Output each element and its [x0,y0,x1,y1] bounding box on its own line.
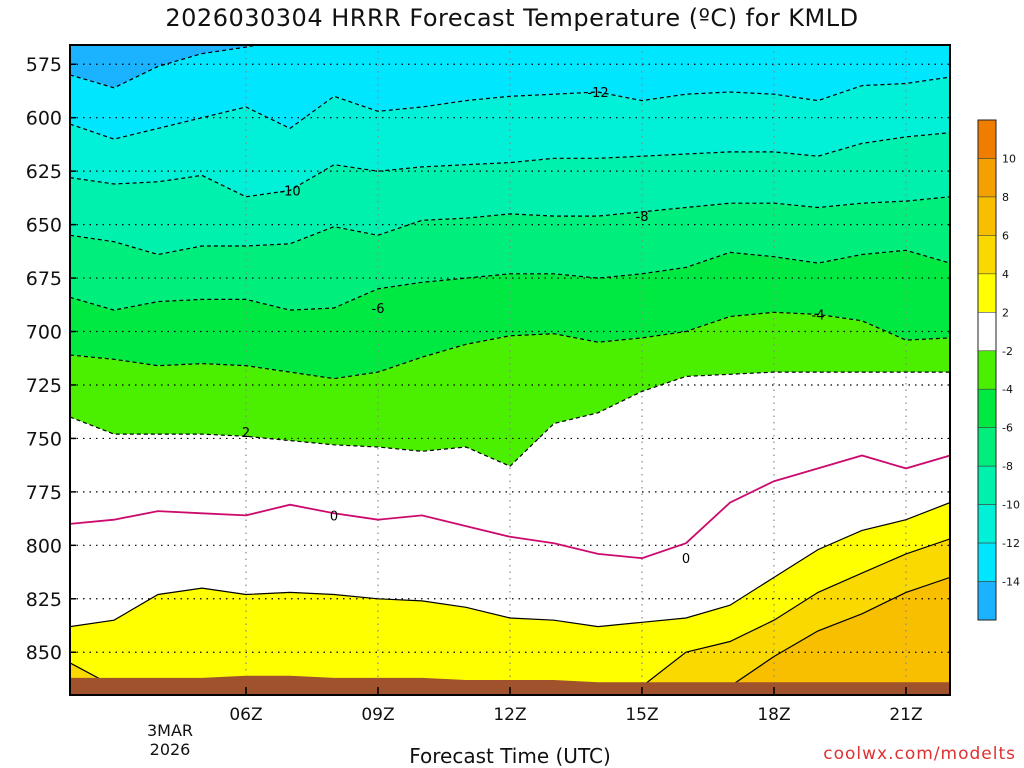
contour-line [70,576,950,695]
colorbar-swatch [977,158,997,198]
colorbar-swatch [977,119,997,159]
contour-label: -4 [812,308,825,323]
y-tick-label: 775 [26,482,62,504]
colorbar-label: -14 [1002,576,1020,589]
contour-label: 0 [682,552,690,567]
colorbar-label: -10 [1002,499,1020,512]
colorbar-swatch [977,350,997,390]
contour-label: 0 [330,509,338,524]
contour-line [70,45,950,89]
band-4-6 [70,538,950,695]
contour-label: 2 [242,426,250,441]
colorbar-label: 8 [1002,191,1009,204]
colorbar-swatch [977,427,997,467]
colorbar-swatch [977,465,997,505]
contour-line [70,371,950,467]
colorbar-swatch [977,312,997,352]
colorbar-swatch [977,273,997,313]
contour-label: -8 [636,210,649,225]
contour-line [70,132,950,198]
contour-line [70,196,950,256]
y-tick-label: 800 [26,535,62,557]
colorbar-label: -6 [1002,422,1013,435]
x-tick-label: 18Z [757,705,790,725]
colorbar-label: -8 [1002,460,1013,473]
band-minus4-minus2 [70,312,950,467]
band-minus2-plus2 [70,372,950,627]
colorbar-swatch [977,581,997,621]
colorbar-swatch [977,542,997,582]
colorbar-swatch [977,196,997,236]
colorbar-frame [977,119,997,621]
contour-line [70,76,950,140]
band-below-minus14 [70,45,950,88]
contour-line [70,311,950,380]
credit-link[interactable]: coolwx.com/modelts [823,744,1016,764]
band-minus10-minus8 [70,132,950,255]
ground-surface [70,675,950,695]
date-year: 2026 [149,740,191,759]
band-minus6-minus4 [70,250,950,379]
colorbar-label: -4 [1002,383,1013,396]
y-tick-label: 675 [26,268,62,290]
x-tick-label: 06Z [229,705,262,725]
x-tick-label: 12Z [493,705,526,725]
y-tick-label: 650 [26,215,62,237]
colorbar-swatch [977,235,997,275]
colorbar-label: 4 [1002,268,1009,281]
y-tick-label: 700 [26,322,62,344]
y-tick-label: 625 [26,161,62,183]
colorbar-label: 10 [1002,152,1016,165]
x-axis-label: Forecast Time (UTC) [409,744,611,768]
band-minus14-minus12 [70,45,950,140]
colorbar-swatch [977,388,997,428]
colorbar-label: -2 [1002,345,1013,358]
x-tick-label: 09Z [361,705,394,725]
contour-label: -10 [279,184,300,199]
y-tick-label: 725 [26,375,62,397]
colorbar-label: -12 [1002,537,1020,550]
contour-line [70,502,950,628]
y-tick-label: 575 [26,54,62,76]
contour-label: -12 [587,86,608,101]
x-tick-label: 21Z [889,705,922,725]
x-tick-label: 15Z [625,705,658,725]
chart-title: 2026030304 HRRR Forecast Temperature (ºC… [165,4,859,32]
contour-label: -6 [372,302,385,317]
y-tick-label: 600 [26,108,62,130]
y-tick-label: 850 [26,642,62,664]
colorbar-label: 2 [1002,306,1009,319]
contour-line [70,454,950,560]
y-tick-label: 825 [26,589,62,611]
y-tick-label: 750 [26,428,62,450]
band-2-4 [70,502,950,687]
colorbar-swatch [977,504,997,544]
contour-line [70,249,950,311]
colorbar-label: 6 [1002,229,1009,242]
date-month: 3MAR [146,721,194,740]
